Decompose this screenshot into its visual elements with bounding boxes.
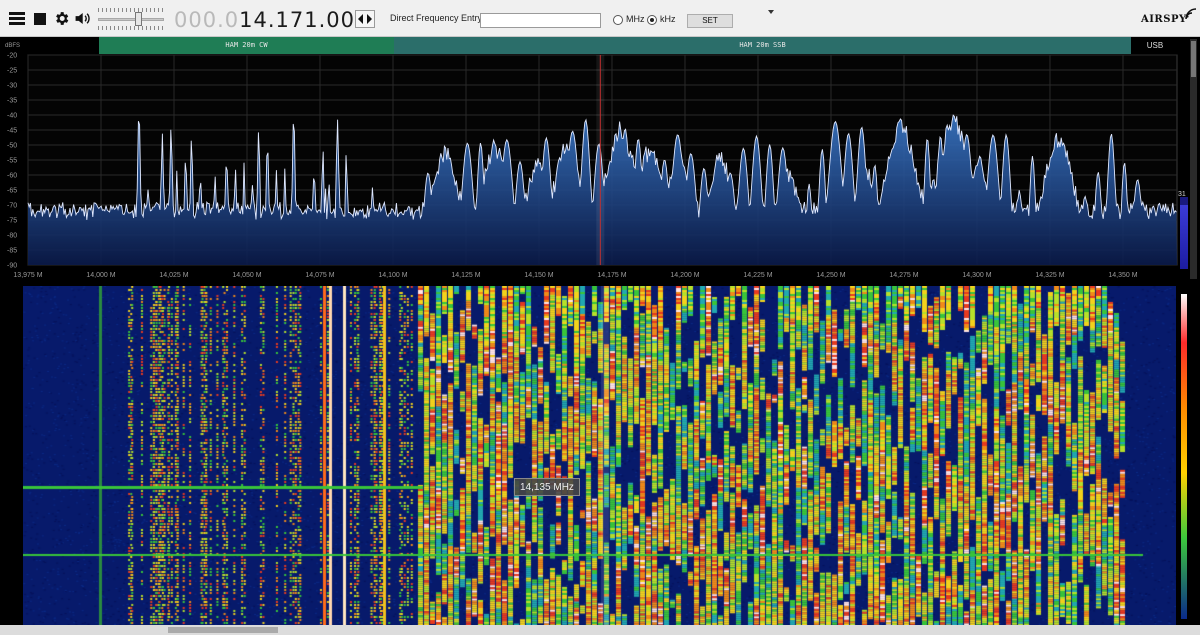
x-tick-label: 14,200 M	[670, 272, 699, 279]
spectrum-scroll-thumb[interactable]	[1191, 41, 1196, 77]
volume-track	[98, 18, 164, 21]
x-tick-label: 14,150 M	[524, 272, 553, 279]
volume-thumb[interactable]	[135, 12, 142, 26]
x-tick-label: 14,325 M	[1035, 272, 1064, 279]
speaker-icon[interactable]	[74, 9, 93, 28]
x-tick-label: 14,125 M	[451, 272, 480, 279]
band-plan-bar: HAM 20m CW HAM 20m SSB	[28, 37, 1177, 54]
volume-ticks-bottom	[98, 26, 164, 30]
y-tick-label: -45	[7, 128, 17, 135]
menu-icon[interactable]	[7, 9, 26, 28]
mhz-radio-label[interactable]: MHz	[626, 14, 645, 24]
x-tick-label: 13,975 M	[13, 272, 42, 279]
airspy-logo: AIRSPY	[1141, 8, 1197, 25]
y-tick-label: -20	[7, 53, 17, 60]
direct-frequency-entry-label: Direct Frequency Entry	[390, 13, 483, 23]
y-tick-label: -30	[7, 83, 17, 90]
gear-icon[interactable]	[52, 9, 71, 28]
horizontal-scrollbar[interactable]	[0, 625, 1200, 635]
x-tick-label: 14,350 M	[1108, 272, 1137, 279]
y-tick-label: -85	[7, 248, 17, 255]
waterfall-panel[interactable]: 14,135 MHz	[0, 286, 1200, 625]
mhz-radio[interactable]	[613, 15, 623, 25]
x-tick-label: 14,275 M	[889, 272, 918, 279]
spectrum-trace	[27, 114, 1177, 221]
waterfall-color-scale	[1181, 294, 1187, 619]
signal-level-fill	[1180, 205, 1188, 269]
band-ham-20m-ssb[interactable]: HAM 20m SSB	[394, 37, 1131, 54]
direct-frequency-input[interactable]	[480, 13, 601, 28]
toolbar: 000.014.171.000 Direct Frequency Entry M…	[0, 0, 1200, 37]
frequency-display[interactable]: 000.014.171.000	[174, 6, 369, 34]
volume-slider[interactable]	[98, 8, 166, 30]
y-tick-label: -25	[7, 68, 17, 75]
x-tick-label: 14,225 M	[743, 272, 772, 279]
signal-waves-icon	[1185, 8, 1197, 20]
chevron-down-icon[interactable]	[768, 10, 774, 14]
x-tick-label: 14,050 M	[232, 272, 261, 279]
y-tick-label: -50	[7, 143, 17, 150]
demod-mode-label[interactable]: USB	[1146, 41, 1164, 50]
waterfall-display[interactable]	[23, 286, 1176, 625]
left-right-arrows-icon	[358, 14, 372, 24]
set-button[interactable]: SET	[687, 14, 733, 28]
stop-icon[interactable]	[30, 9, 49, 28]
x-tick-label: 14,100 M	[378, 272, 407, 279]
spectrum-fill	[28, 115, 1177, 265]
y-tick-label: -55	[7, 158, 17, 165]
x-tick-label: 14,075 M	[305, 272, 334, 279]
khz-radio-label[interactable]: kHz	[660, 14, 676, 24]
logo-text: AIRSPY	[1141, 14, 1187, 25]
y-tick-label: -90	[7, 263, 17, 270]
frequency-step-button[interactable]	[355, 10, 375, 28]
horizontal-scroll-thumb[interactable]	[168, 627, 278, 633]
volume-ticks	[98, 8, 164, 12]
signal-level-value: 31	[1178, 191, 1186, 198]
y-tick-label: -75	[7, 218, 17, 225]
y-tick-label: -80	[7, 233, 17, 240]
spectrum-scrollbar[interactable]	[1190, 39, 1197, 279]
y-tick-label: -35	[7, 98, 17, 105]
x-tick-label: 14,000 M	[86, 272, 115, 279]
x-tick-label: 14,175 M	[597, 272, 626, 279]
y-tick-label: -60	[7, 173, 17, 180]
spectrum-panel[interactable]: -20 -25 -30 -35 -40 -45 -50 -55 -60 -65 -70 -75 -80 -…	[0, 37, 1200, 284]
y-tick-label: -65	[7, 188, 17, 195]
y-tick-label: -70	[7, 203, 17, 210]
khz-radio[interactable]	[647, 15, 657, 25]
x-tick-label: 14,250 M	[816, 272, 845, 279]
band-ham-20m-cw[interactable]: HAM 20m CW	[99, 37, 394, 54]
frequency-leading-digits[interactable]: 000.0	[174, 8, 240, 32]
frequency-tooltip: 14,135 MHz	[514, 478, 580, 496]
frequency-digits[interactable]: 14.171.000	[239, 8, 370, 32]
y-tick-label: -40	[7, 113, 17, 120]
dbfs-axis-label: dBFS	[5, 43, 21, 49]
x-tick-label: 14,300 M	[962, 272, 991, 279]
x-tick-label: 14,025 M	[159, 272, 188, 279]
spectrum-plot[interactable]: -20 -25 -30 -35 -40 -45 -50 -55 -60 -65 -70 -75 -80 -…	[0, 37, 1200, 284]
